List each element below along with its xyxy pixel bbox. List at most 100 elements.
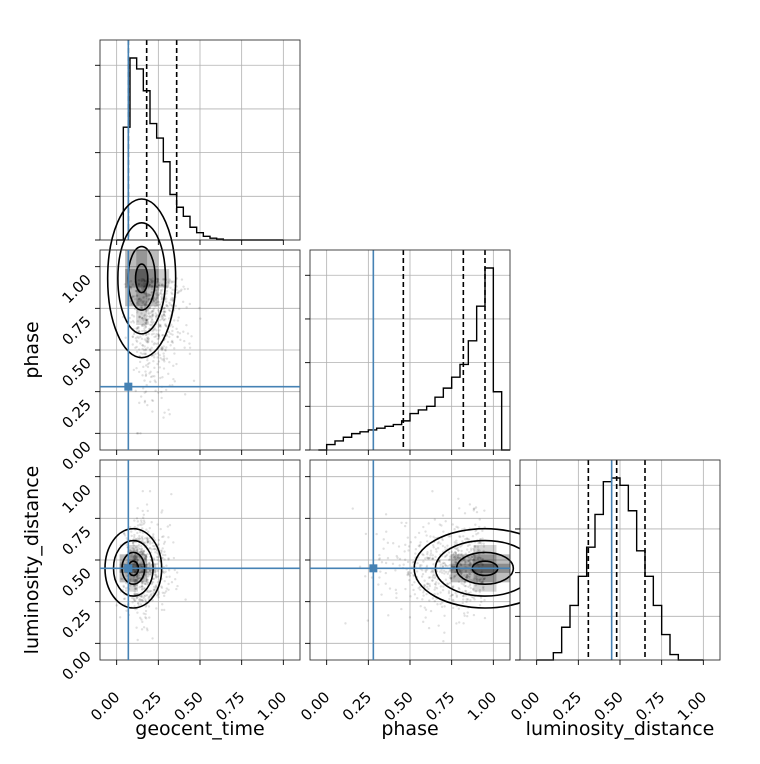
sample-point xyxy=(147,540,149,542)
sample-point xyxy=(172,378,174,380)
sample-point xyxy=(167,373,169,375)
sample-point xyxy=(395,592,397,594)
sample-point xyxy=(136,612,138,614)
sample-point xyxy=(146,347,148,349)
sample-point xyxy=(165,565,167,567)
sample-point xyxy=(439,571,441,573)
sample-point xyxy=(473,598,475,600)
sample-point xyxy=(140,545,142,547)
sample-point xyxy=(136,507,138,509)
sample-point xyxy=(175,363,177,365)
sample-point xyxy=(474,524,476,526)
sample-point xyxy=(165,346,167,348)
sample-point xyxy=(153,548,155,550)
y-tick-label: 0.25 xyxy=(58,396,94,432)
sample-point xyxy=(416,562,418,564)
sample-point xyxy=(161,293,163,295)
sample-point xyxy=(142,344,144,346)
sample-point xyxy=(398,545,400,547)
sample-point xyxy=(163,310,165,312)
sample-point xyxy=(400,608,402,610)
y-axis-label-phase: phase xyxy=(21,321,43,378)
sample-point xyxy=(444,556,446,558)
sample-point xyxy=(166,290,168,292)
sample-point xyxy=(133,536,135,538)
sample-point xyxy=(429,554,431,556)
sample-point xyxy=(173,281,175,283)
sample-point xyxy=(139,361,141,363)
sample-point xyxy=(158,360,160,362)
sample-point xyxy=(455,622,457,624)
sample-point xyxy=(165,300,167,302)
sample-point xyxy=(136,532,138,534)
sample-point xyxy=(158,596,160,598)
sample-point xyxy=(476,511,478,513)
sample-point xyxy=(378,554,380,556)
sample-point xyxy=(419,541,421,543)
sample-point xyxy=(124,534,126,536)
sample-point xyxy=(163,411,165,413)
sample-point xyxy=(483,543,485,545)
sample-point xyxy=(138,535,140,537)
x-axis-label-geocent-time: geocent_time xyxy=(135,718,264,740)
sample-point xyxy=(148,333,150,335)
sample-point xyxy=(465,601,467,603)
sample-point xyxy=(151,322,153,324)
sample-point xyxy=(466,538,468,540)
sample-point xyxy=(163,357,165,359)
sample-point xyxy=(419,605,421,607)
sample-point xyxy=(158,543,160,545)
sample-point xyxy=(142,517,144,519)
sample-point xyxy=(463,612,465,614)
sample-point xyxy=(148,616,150,618)
sample-point xyxy=(149,490,151,492)
sample-point xyxy=(172,365,174,367)
sample-point xyxy=(137,520,139,522)
sample-point xyxy=(176,585,178,587)
sample-point xyxy=(159,357,161,359)
sample-point xyxy=(462,595,464,597)
sample-point xyxy=(156,523,158,525)
sample-point xyxy=(146,341,148,343)
sample-point xyxy=(169,344,171,346)
sample-point xyxy=(443,632,445,634)
sample-point xyxy=(155,343,157,345)
sample-point xyxy=(170,297,172,299)
sample-point xyxy=(133,598,135,600)
sample-point xyxy=(458,588,460,590)
sample-point xyxy=(132,336,134,338)
sample-point xyxy=(136,340,138,342)
sample-point xyxy=(406,574,408,576)
sample-point xyxy=(119,616,121,618)
sample-point xyxy=(441,601,443,603)
sample-point xyxy=(458,507,460,509)
sample-point xyxy=(143,514,145,516)
sample-point xyxy=(142,387,144,389)
sample-point xyxy=(151,314,153,316)
sample-point xyxy=(457,498,459,500)
sample-point xyxy=(135,367,137,369)
sample-point xyxy=(138,348,140,350)
sample-point xyxy=(160,585,162,587)
sample-point xyxy=(145,610,147,612)
sample-point xyxy=(173,352,175,354)
y-tick-label: 0.75 xyxy=(58,522,94,558)
sample-point xyxy=(441,571,443,573)
sample-point xyxy=(437,624,439,626)
sample-point xyxy=(466,615,468,617)
sample-point xyxy=(153,356,155,358)
sample-point xyxy=(157,593,159,595)
sample-point xyxy=(177,319,179,321)
sample-point xyxy=(159,303,161,305)
sample-point xyxy=(436,603,438,605)
sample-point xyxy=(398,564,400,566)
sample-point xyxy=(408,545,410,547)
sample-point xyxy=(444,520,446,522)
sample-point xyxy=(189,303,191,305)
sample-point xyxy=(173,319,175,321)
density-cell xyxy=(136,269,147,288)
sample-point xyxy=(432,597,434,599)
sample-point xyxy=(167,536,169,538)
sample-point xyxy=(407,549,409,551)
sample-point xyxy=(452,607,454,609)
